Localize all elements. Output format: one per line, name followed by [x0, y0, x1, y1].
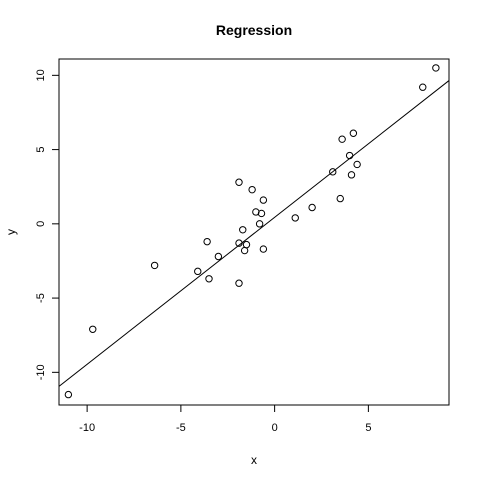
data-point [329, 168, 337, 176]
regression-line [58, 80, 450, 387]
data-point [205, 275, 213, 283]
y-axis-label: y [4, 229, 18, 235]
y-tick-label: 5 [35, 147, 47, 153]
data-point [239, 226, 247, 234]
data-point [235, 279, 243, 287]
data-point [432, 64, 440, 72]
data-point [89, 325, 97, 333]
data-point [347, 171, 356, 179]
data-point [308, 203, 316, 212]
chart-title: Regression [216, 22, 292, 38]
x-axis-label: x [251, 453, 257, 467]
data-point [419, 83, 427, 91]
data-point [349, 129, 358, 137]
x-tick-label: -10 [79, 422, 95, 434]
x-axis: -10 -5 0 5 [79, 404, 371, 434]
data-point [345, 151, 354, 160]
data-point [214, 252, 223, 261]
x-tick-label: 5 [365, 422, 371, 434]
y-tick-label: 10 [35, 69, 47, 81]
data-point [353, 160, 361, 169]
data-point [257, 209, 266, 218]
y-tick-label: -10 [35, 364, 47, 380]
data-point [150, 261, 159, 270]
x-tick-label: 0 [272, 422, 278, 434]
x-tick-label: -5 [176, 422, 186, 434]
data-points [64, 64, 440, 399]
data-point [64, 390, 73, 399]
data-point [194, 267, 202, 276]
data-point [248, 185, 256, 194]
data-point [291, 214, 299, 222]
data-point [242, 240, 251, 249]
data-point [336, 194, 344, 203]
data-point [235, 178, 243, 186]
y-axis: -10 -5 0 5 10 [35, 69, 60, 380]
data-point [259, 196, 268, 204]
data-point [338, 135, 346, 143]
plot-frame [58, 58, 450, 406]
data-point [255, 220, 264, 228]
data-point [203, 237, 211, 246]
data-point [240, 246, 249, 255]
y-tick-label: 0 [35, 221, 47, 227]
data-point [259, 245, 268, 253]
y-tick-label: -5 [35, 293, 47, 303]
